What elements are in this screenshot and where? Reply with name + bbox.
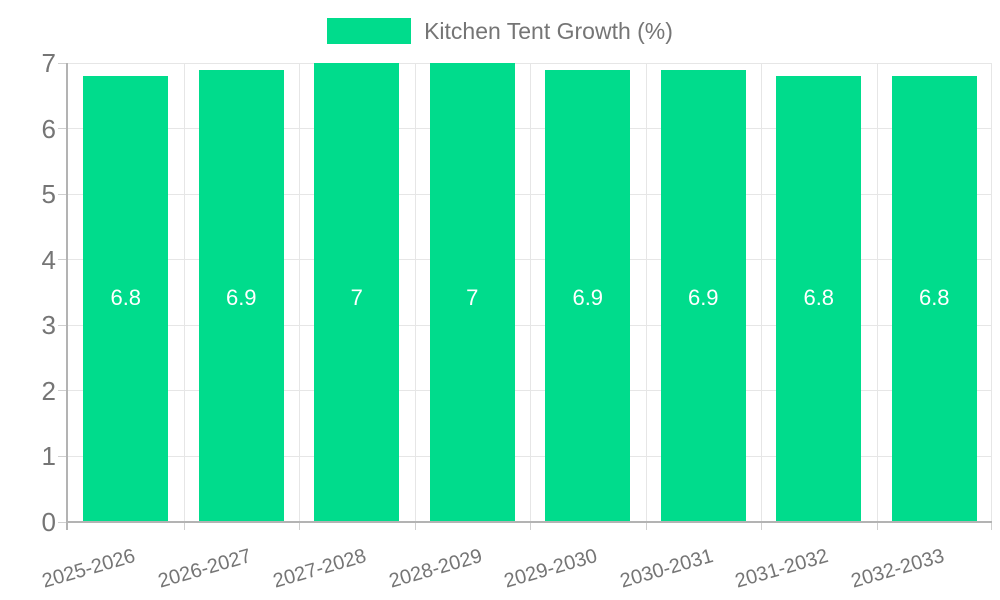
y-tick (58, 62, 68, 64)
bar[interactable] (891, 76, 977, 522)
bar-value-label: 7 (350, 285, 363, 310)
y-axis-label: 7 (41, 48, 56, 78)
bar[interactable] (198, 69, 284, 522)
y-axis-label: 1 (41, 441, 56, 472)
y-axis-label: 3 (41, 310, 56, 341)
bar[interactable] (545, 69, 631, 522)
y-tick (58, 390, 68, 392)
x-gridline (530, 63, 531, 522)
y-axis-label: 4 (41, 244, 56, 275)
x-gridline (414, 63, 416, 522)
x-tick (645, 522, 647, 530)
legend-label: Kitchen Tent Growth (%) (424, 17, 673, 44)
bar-value-label: 7 (466, 285, 479, 310)
x-axis-label: 2027-2028 (270, 545, 369, 593)
bar-value-label: 6.8 (918, 285, 950, 310)
y-axis-label: 5 (41, 179, 56, 210)
bar-value-label: 6.9 (572, 285, 604, 310)
x-axis-label: 2032-2033 (848, 545, 947, 593)
x-gridline (299, 63, 300, 522)
x-tick (183, 522, 185, 530)
x-axis-label: 2029-2030 (501, 545, 600, 593)
x-gridline (761, 63, 762, 522)
legend-swatch (327, 18, 412, 44)
x-axis-label: 2025-2026 (39, 545, 138, 593)
bar[interactable] (314, 63, 400, 522)
bar[interactable] (776, 76, 862, 522)
x-gridline (991, 63, 992, 522)
x-axis-label: 2030-2031 (617, 545, 716, 593)
x-tick (530, 522, 531, 530)
x-tick (761, 522, 762, 530)
x-tick (876, 522, 878, 530)
bar[interactable] (83, 76, 169, 522)
bar-value-label: 6.9 (225, 285, 257, 310)
y-tick (58, 259, 68, 261)
y-tick (58, 455, 68, 457)
bar-value-label: 6.8 (110, 285, 142, 310)
y-tick (58, 324, 68, 326)
x-tick (991, 522, 992, 530)
bar-value-label: 6.8 (803, 285, 835, 310)
bar[interactable] (660, 69, 746, 522)
legend: Kitchen Tent Growth (%) (0, 16, 1000, 46)
y-axis-label: 0 (41, 507, 56, 537)
y-tick (58, 521, 68, 523)
y-axis-line (66, 63, 68, 530)
x-tick (414, 522, 416, 530)
y-tick (58, 193, 68, 195)
x-axis-label: 2031-2032 (732, 545, 831, 593)
x-axis-line (66, 521, 992, 523)
bar[interactable] (429, 63, 515, 522)
x-axis-label: 2028-2029 (386, 545, 485, 593)
x-gridline (183, 63, 185, 522)
bar-value-label: 6.9 (687, 285, 719, 310)
x-axis-label: 2026-2027 (155, 545, 254, 593)
x-gridline (645, 63, 647, 522)
x-gridline (876, 63, 878, 522)
y-axis-label: 6 (41, 113, 56, 144)
y-tick (58, 128, 68, 130)
y-axis-label: 2 (41, 375, 56, 406)
x-tick (299, 522, 300, 530)
